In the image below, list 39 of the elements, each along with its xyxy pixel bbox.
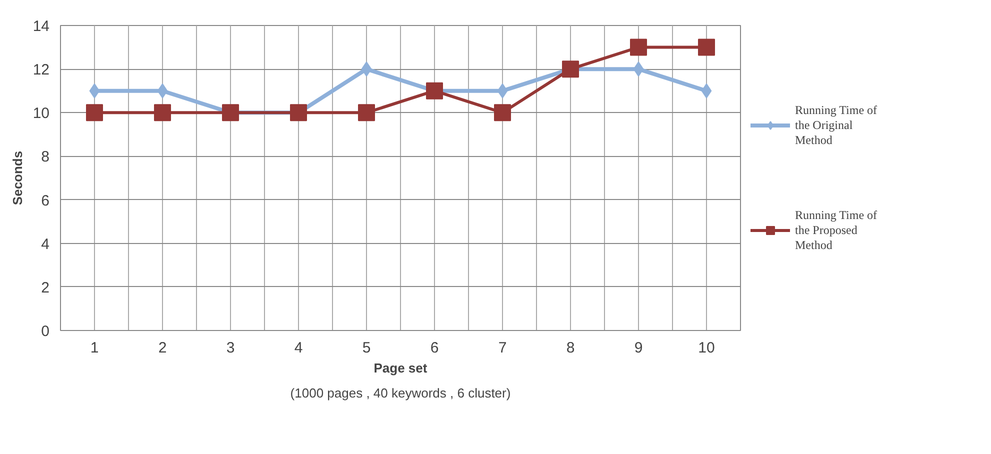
x-axis-title: Page set xyxy=(374,360,428,376)
point xyxy=(701,83,712,98)
point xyxy=(630,38,647,56)
point xyxy=(86,104,103,122)
x-tick-label: 9 xyxy=(634,340,643,356)
point xyxy=(633,62,644,77)
point xyxy=(698,38,715,56)
point xyxy=(426,82,443,100)
y-tick-label: 10 xyxy=(32,105,50,122)
point xyxy=(89,83,100,98)
x-tick-label: 7 xyxy=(498,340,507,356)
y-axis-title: Seconds xyxy=(10,150,25,206)
legend-label: Running Time of the Original Method xyxy=(795,102,878,148)
y-tick-label: 12 xyxy=(32,62,50,79)
point xyxy=(154,104,171,122)
text: (1000 pages , 40 keywords , 6 cluster) xyxy=(290,386,511,400)
y-tick-label: 0 xyxy=(41,323,50,340)
y-tick-label: 2 xyxy=(41,279,50,296)
y-tick-label: 14 xyxy=(32,18,50,35)
point xyxy=(222,104,239,122)
x-tick-label: 3 xyxy=(226,340,235,356)
y-tick-label: 4 xyxy=(41,236,50,253)
point xyxy=(290,104,307,122)
point xyxy=(497,83,508,98)
point xyxy=(358,104,375,122)
x-tick-label: 6 xyxy=(430,340,439,356)
point xyxy=(494,104,511,122)
legend-label: Running Time of the Proposed Method xyxy=(795,208,878,252)
y-tick-label: 6 xyxy=(41,192,50,210)
x-tick-label: 4 xyxy=(294,340,303,356)
point xyxy=(361,62,372,77)
y-tick-label: 8 xyxy=(41,148,50,166)
x-tick-label: 2 xyxy=(158,340,167,356)
x-tick-label: 10 xyxy=(698,340,715,356)
point xyxy=(562,60,579,78)
x-tick-label: 5 xyxy=(362,340,371,356)
x-tick-label: 1 xyxy=(90,340,99,356)
x-tick-label: 8 xyxy=(566,340,575,356)
point xyxy=(157,83,168,98)
